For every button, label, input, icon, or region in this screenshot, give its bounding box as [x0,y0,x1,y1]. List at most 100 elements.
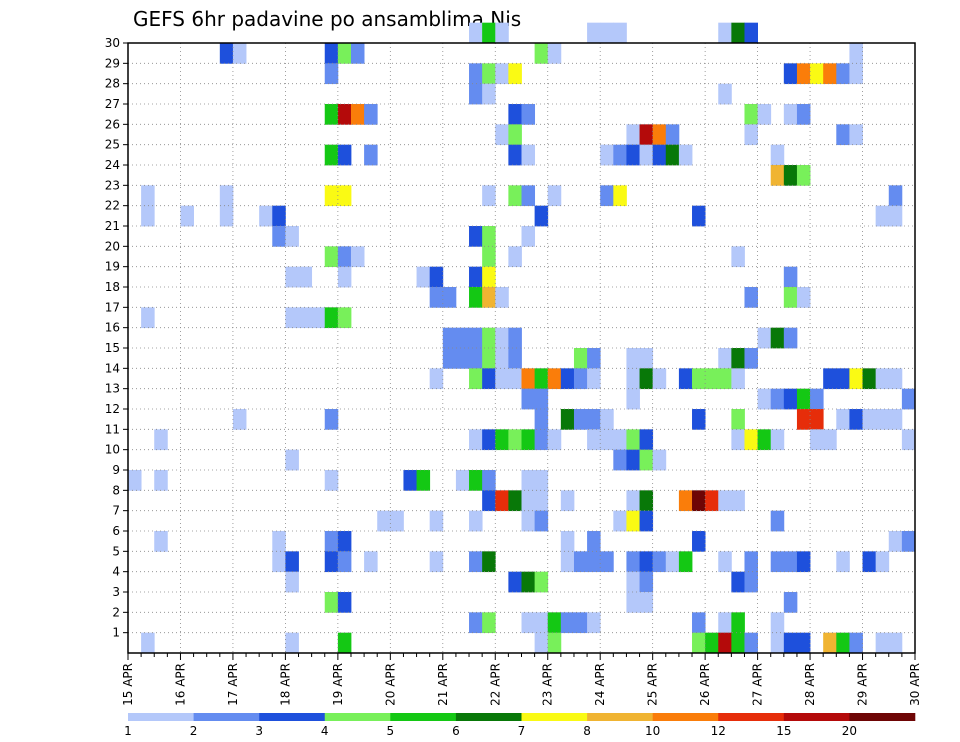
colorbar: 1 2 3 4 5 6 7 8 10 12 15 20 [124,713,916,738]
heatmap-cell [718,490,732,512]
heatmap-cell [521,571,536,593]
heatmap-cell [482,551,496,573]
heatmap-cell [639,429,654,451]
heatmap-cell [744,429,758,451]
heatmap-cell [862,551,877,573]
heatmap-cell [652,124,667,146]
heatmap-cell [744,551,758,573]
heatmap-cell [626,429,640,451]
colorbar-label: 5 [387,724,395,738]
heatmap-cell [298,266,313,288]
heatmap-cell [757,327,772,349]
heatmap-cell [810,63,824,85]
x-tick-label: 15 APR [121,663,135,706]
heatmap-cell [469,612,483,634]
heatmap-cell [495,124,509,146]
heatmap-cell [665,551,680,573]
heatmap-cell [731,348,745,369]
heatmap-cell [350,104,365,125]
colorbar-swatch [324,713,391,721]
y-tick-label: 2 [112,605,120,619]
heatmap-cell [521,429,536,451]
heatmap-cell [613,185,627,207]
heatmap-cell [849,124,863,146]
heatmap-cell [692,612,706,634]
heatmap-cell [154,429,168,451]
heatmap-cell [508,429,522,451]
heatmap-cell [324,185,339,207]
heatmap-cell [324,104,339,125]
heatmap-cell [495,429,509,451]
heatmap-cell [482,368,496,390]
heatmap-cell [744,348,758,369]
heatmap-cell [469,470,483,491]
heatmap-cell [337,266,352,288]
heatmap-cell [534,205,549,227]
heatmap-cell [285,266,299,288]
colorbar-label: 15 [776,724,791,738]
heatmap-cell [836,368,850,390]
heatmap-cell [875,205,890,227]
heatmap-cell [613,449,627,471]
heatmap-cell [600,22,614,44]
heatmap-cell [652,368,667,390]
heatmap-cell [337,307,352,329]
heatmap-cell [796,104,811,125]
heatmap-cell [836,551,850,573]
heatmap-cell [482,470,496,491]
heatmap-cell [272,551,286,573]
heatmap-cell [652,449,667,471]
heatmap-cell [731,429,745,451]
heatmap-cell [534,368,549,390]
heatmap-cell [836,124,850,146]
heatmap-cell [429,266,444,288]
heatmap-cell [783,632,798,654]
heatmap-cell [770,612,785,634]
heatmap-cell [862,368,877,390]
heatmap-cell [875,409,890,430]
heatmap-cell [836,632,850,654]
y-tick-label: 1 [112,626,120,640]
y-tick-label: 10 [105,443,120,457]
colorbar-swatch [455,713,522,721]
heatmap-cell [626,144,640,166]
heatmap-cell [469,83,483,105]
heatmap-cell [600,144,614,166]
heatmap-cell [324,246,339,268]
heatmap-cell [783,63,798,85]
heatmap-cell [560,612,575,634]
heatmap-cell [573,348,588,369]
heatmap-cell [390,510,404,532]
heatmap-cell [416,266,431,288]
y-tick-label: 17 [105,300,120,314]
heatmap-cell [875,632,890,654]
heatmap-cell [744,124,758,146]
colorbar-swatch [718,713,785,721]
heatmap-cell [823,63,837,85]
heatmap-cell [469,510,483,532]
heatmap-cell [337,246,352,268]
heatmap-cell [639,551,654,573]
x-tick-label: 22 APR [488,663,502,706]
heatmap-cell [534,571,549,593]
heatmap-cell [547,429,562,451]
heatmap-cell [718,612,732,634]
heatmap-cell [495,327,509,349]
heatmap-cell [783,388,798,410]
heatmap-cell [731,612,745,634]
heatmap-cell [718,83,732,105]
y-tick-label: 19 [105,260,120,274]
heatmap-cell [455,327,470,349]
heatmap-cell [613,510,627,532]
heatmap-cell [429,551,444,573]
heatmap-cell [639,144,654,166]
heatmap-cell [429,368,444,390]
heatmap-cell [888,205,903,227]
heatmap-cell [534,612,549,634]
heatmap-cell [718,22,732,44]
heatmap-cell [626,592,640,613]
heatmap-cell [692,409,706,430]
heatmap-cell [587,612,601,634]
heatmap-cell [285,632,299,654]
heatmap-cell [141,185,155,207]
